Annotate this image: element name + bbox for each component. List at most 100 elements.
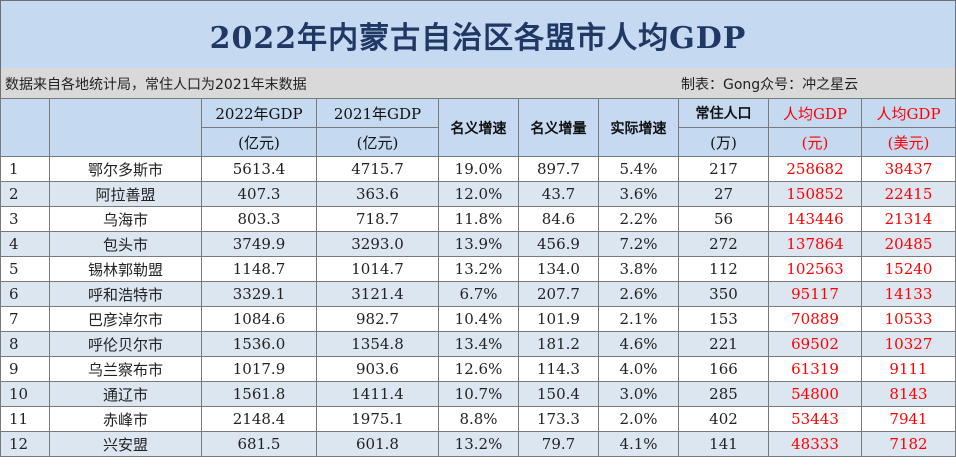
- cell-population: 402: [678, 406, 769, 432]
- cell-nominal-increase: 134.0: [518, 256, 599, 282]
- cell-nominal-increase: 456.9: [518, 231, 599, 257]
- cell-gdp2021: 1354.8: [316, 331, 439, 357]
- cell-nominal-growth: 13.4%: [438, 331, 519, 357]
- cell-real-growth: 2.1%: [598, 306, 679, 332]
- cell-nominal-increase: 150.4: [518, 381, 599, 407]
- cell-real-growth: 7.2%: [598, 231, 679, 257]
- header-row-bottom: (亿元) (亿元) (万) (元) (美元): [1, 127, 956, 157]
- cell-per-capita-cny: 48333: [768, 431, 862, 457]
- cell-gdp2022: 1017.9: [201, 356, 317, 382]
- cell-gdp2021: 1975.1: [316, 406, 439, 432]
- cell-gdp2021: 3293.0: [316, 231, 439, 257]
- cell-nominal-growth: 12.0%: [438, 181, 519, 207]
- table-row: 3 乌海市 803.3 718.7 11.8% 84.6 2.2% 56 143446 21314: [0, 206, 956, 232]
- cell-per-capita-usd: 21314: [861, 206, 956, 232]
- cell-real-growth: 2.6%: [598, 281, 679, 307]
- header-per-capita-cny: 人均GDP: [768, 98, 862, 128]
- table-title: 2022年内蒙古自治区各盟市人均GDP: [0, 0, 956, 69]
- cell-nominal-growth: 10.4%: [438, 306, 519, 332]
- cell-index: 2: [0, 181, 50, 207]
- cell-per-capita-cny: 54800: [768, 381, 862, 407]
- cell-gdp2022: 3329.1: [201, 281, 317, 307]
- cell-per-capita-usd: 38437: [861, 156, 956, 182]
- cell-city: 呼伦贝尔市: [49, 331, 202, 357]
- header-per-capita-usd-unit: (美元): [861, 127, 956, 157]
- table-row: 8 呼伦贝尔市 1536.0 1354.8 13.4% 181.2 4.6% 221 69502…: [0, 331, 956, 357]
- table-row: 10 通辽市 1561.8 1411.4 10.7% 150.4 3.0% 285 54800 8…: [0, 381, 956, 407]
- cell-nominal-growth: 11.8%: [438, 206, 519, 232]
- cell-city: 赤峰市: [49, 406, 202, 432]
- table-row: 9 乌兰察布市 1017.9 903.6 12.6% 114.3 4.0% 166 61319 9…: [0, 356, 956, 382]
- header-per-capita-cny-unit: (元): [768, 127, 862, 157]
- cell-gdp2022: 803.3: [201, 206, 317, 232]
- cell-nominal-growth: 10.7%: [438, 381, 519, 407]
- cell-gdp2022: 5613.4: [201, 156, 317, 182]
- cell-per-capita-usd: 7182: [861, 431, 956, 457]
- cell-nominal-growth: 6.7%: [438, 281, 519, 307]
- cell-population: 272: [678, 231, 769, 257]
- cell-real-growth: 4.6%: [598, 331, 679, 357]
- header-nominal-increase: 名义增量: [518, 98, 599, 157]
- cell-nominal-increase: 43.7: [518, 181, 599, 207]
- cell-nominal-increase: 181.2: [518, 331, 599, 357]
- cell-population: 141: [678, 431, 769, 457]
- cell-index: 7: [0, 306, 50, 332]
- table-row: 1 鄂尔多斯市 5613.4 4715.7 19.0% 897.7 5.4% 217 25868…: [0, 156, 956, 182]
- cell-per-capita-cny: 102563: [768, 256, 862, 282]
- cell-index: 11: [0, 406, 50, 432]
- cell-nominal-growth: 13.2%: [438, 431, 519, 457]
- header-real-growth: 实际增速: [598, 98, 679, 157]
- cell-index: 6: [0, 281, 50, 307]
- cell-nominal-growth: 13.9%: [438, 231, 519, 257]
- cell-gdp2022: 3749.9: [201, 231, 317, 257]
- cell-gdp2021: 363.6: [316, 181, 439, 207]
- header-gdp2022-unit: (亿元): [201, 127, 317, 157]
- cell-population: 27: [678, 181, 769, 207]
- cell-real-growth: 3.0%: [598, 381, 679, 407]
- cell-nominal-increase: 84.6: [518, 206, 599, 232]
- cell-per-capita-usd: 8143: [861, 381, 956, 407]
- cell-population: 350: [678, 281, 769, 307]
- header-population: 常住人口: [678, 98, 769, 128]
- cell-index: 12: [0, 431, 50, 457]
- header-city: [49, 98, 202, 157]
- cell-index: 10: [0, 381, 50, 407]
- cell-real-growth: 3.8%: [598, 256, 679, 282]
- cell-gdp2021: 1411.4: [316, 381, 439, 407]
- header-population-unit: (万): [678, 127, 769, 157]
- cell-nominal-increase: 897.7: [518, 156, 599, 182]
- cell-nominal-increase: 79.7: [518, 431, 599, 457]
- source-note: 数据来自各地统计局，常住人口为2021年末数据: [5, 77, 307, 93]
- cell-per-capita-cny: 258682: [768, 156, 862, 182]
- cell-per-capita-usd: 14133: [861, 281, 956, 307]
- cell-per-capita-usd: 10327: [861, 331, 956, 357]
- cell-nominal-increase: 173.3: [518, 406, 599, 432]
- table-row: 5 锡林郭勒盟 1148.7 1014.7 13.2% 134.0 3.8% 112 10256…: [0, 256, 956, 282]
- cell-per-capita-cny: 61319: [768, 356, 862, 382]
- cell-gdp2022: 1561.8: [201, 381, 317, 407]
- cell-real-growth: 3.6%: [598, 181, 679, 207]
- cell-per-capita-usd: 20485: [861, 231, 956, 257]
- cell-per-capita-cny: 69502: [768, 331, 862, 357]
- cell-city: 乌海市: [49, 206, 202, 232]
- credit-note: 制表：Gong众号：冲之星云: [681, 77, 859, 93]
- table-row: 2 阿拉善盟 407.3 363.6 12.0% 43.7 3.6% 27 150852 2241…: [0, 181, 956, 207]
- table-row: 7 巴彦淖尔市 1084.6 982.7 10.4% 101.9 2.1% 153 70889 1…: [0, 306, 956, 332]
- header-nominal-growth: 名义增速: [438, 98, 519, 157]
- cell-per-capita-usd: 15240: [861, 256, 956, 282]
- gdp-table: 2022年GDP 2021年GDP 名义增速 名义增量 实际增速 常住人口 人均…: [0, 98, 956, 457]
- header-gdp2021: 2021年GDP: [316, 98, 439, 128]
- source-bar: 数据来自各地统计局，常住人口为2021年末数据 制表：Gong众号：冲之星云: [0, 68, 956, 98]
- cell-per-capita-usd: 22415: [861, 181, 956, 207]
- cell-index: 8: [0, 331, 50, 357]
- table-row: 12 兴安盟 681.5 601.8 13.2% 79.7 4.1% 141 48333 7182: [0, 431, 956, 457]
- cell-gdp2021: 982.7: [316, 306, 439, 332]
- cell-city: 巴彦淖尔市: [49, 306, 202, 332]
- cell-city: 锡林郭勒盟: [49, 256, 202, 282]
- cell-city: 阿拉善盟: [49, 181, 202, 207]
- header-index: [0, 98, 50, 157]
- cell-index: 4: [0, 231, 50, 257]
- cell-index: 1: [0, 156, 50, 182]
- header-gdp2022: 2022年GDP: [201, 98, 317, 128]
- cell-population: 112: [678, 256, 769, 282]
